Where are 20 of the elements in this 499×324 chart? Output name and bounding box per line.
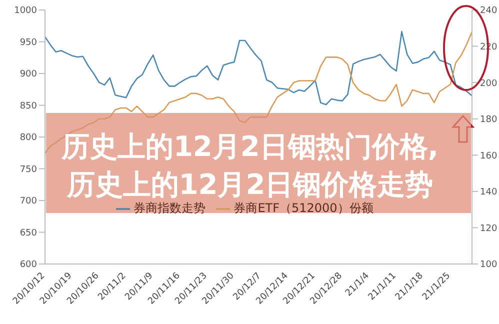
y2-tick-label: 180 (480, 115, 498, 126)
legend-label: 券商指数走势 (134, 201, 206, 215)
y-tick-label: 600 (20, 260, 38, 270)
y-tick-label: 850 (20, 101, 38, 112)
y-tick-label: 750 (20, 164, 38, 175)
y-tick-label: 800 (20, 133, 38, 144)
y2-tick-label: 100 (480, 260, 498, 270)
text: 历史上的12月2日铟热门价格,历史上的12月2日铟价格走势 (60, 129, 440, 202)
y-tick-label: 950 (20, 38, 38, 48)
y2-tick-label: 160 (480, 151, 498, 162)
y2-tick-label: 240 (480, 6, 498, 16)
y2-tick-label: 200 (480, 78, 498, 89)
y2-tick-label: 120 (480, 224, 498, 234)
y-tick-label: 650 (20, 228, 38, 238)
legend-label: 券商ETF（512000）份额 (234, 201, 374, 215)
y-tick-label: 700 (20, 196, 38, 207)
y-tick-label: 1000 (14, 6, 38, 16)
y2-tick-label: 140 (480, 188, 498, 198)
line-series (44, 30, 473, 106)
y-tick-label: 900 (20, 70, 38, 80)
